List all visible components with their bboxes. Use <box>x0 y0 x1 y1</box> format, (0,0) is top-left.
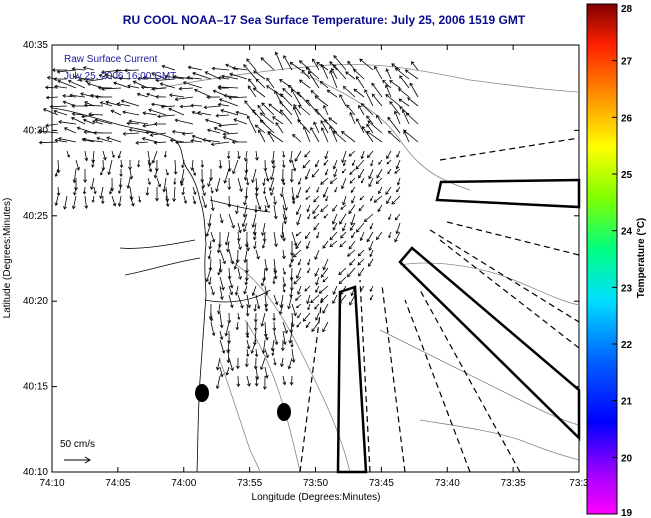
colorbar <box>587 4 617 514</box>
current-vector <box>264 232 265 241</box>
colorbar-tick-label: 23 <box>621 283 633 294</box>
y-axis-label: Latitude (Degrees:Minutes) <box>2 198 13 319</box>
x-tick-label: 74:00 <box>171 478 196 489</box>
colorbar-tick-label: 22 <box>621 340 633 351</box>
colorbar-tick-label: 27 <box>621 57 633 68</box>
inset-line-1: Raw Surface Current <box>64 54 158 65</box>
x-tick-label: 74:10 <box>39 478 64 489</box>
x-tick-label: 73:50 <box>303 478 328 489</box>
colorbar-tick-label: 21 <box>621 397 633 408</box>
colorbar-tick-label: 26 <box>621 113 633 124</box>
x-tick-label: 74:05 <box>105 478 130 489</box>
colorbar-tick-label: 24 <box>621 227 633 238</box>
plot-area <box>39 45 579 472</box>
y-tick-label: 40:30 <box>23 125 48 136</box>
station-marker <box>277 403 291 421</box>
y-tick-label: 40:20 <box>23 296 48 307</box>
colorbar-label: Temperature (°C) <box>636 218 647 299</box>
colorbar-tick-label: 28 <box>621 4 633 15</box>
colorbar-tick-label: 25 <box>621 170 633 181</box>
chart-title: RU COOL NOAA–17 Sea Surface Temperature:… <box>123 13 526 27</box>
x-tick-label: 73:45 <box>369 478 394 489</box>
y-tick-label: 40:35 <box>23 40 48 51</box>
y-tick-label: 40:10 <box>23 467 48 478</box>
colorbar-tick-label: 20 <box>621 453 633 464</box>
inset-line-2: July 25, 2006 16:00 GMT <box>64 71 176 82</box>
station-marker <box>195 384 209 402</box>
y-tick-label: 40:25 <box>23 211 48 222</box>
x-tick-label: 73:35 <box>501 478 526 489</box>
x-tick-label: 73:55 <box>237 478 262 489</box>
scale-label: 50 cm/s <box>60 439 95 450</box>
x-axis-label: Longitude (Degrees:Minutes) <box>252 492 381 503</box>
y-tick-label: 40:15 <box>23 382 48 393</box>
colorbar-tick-label: 19 <box>621 508 633 518</box>
x-tick-label: 73:40 <box>435 478 460 489</box>
x-tick-label: 73:3 <box>569 478 589 489</box>
